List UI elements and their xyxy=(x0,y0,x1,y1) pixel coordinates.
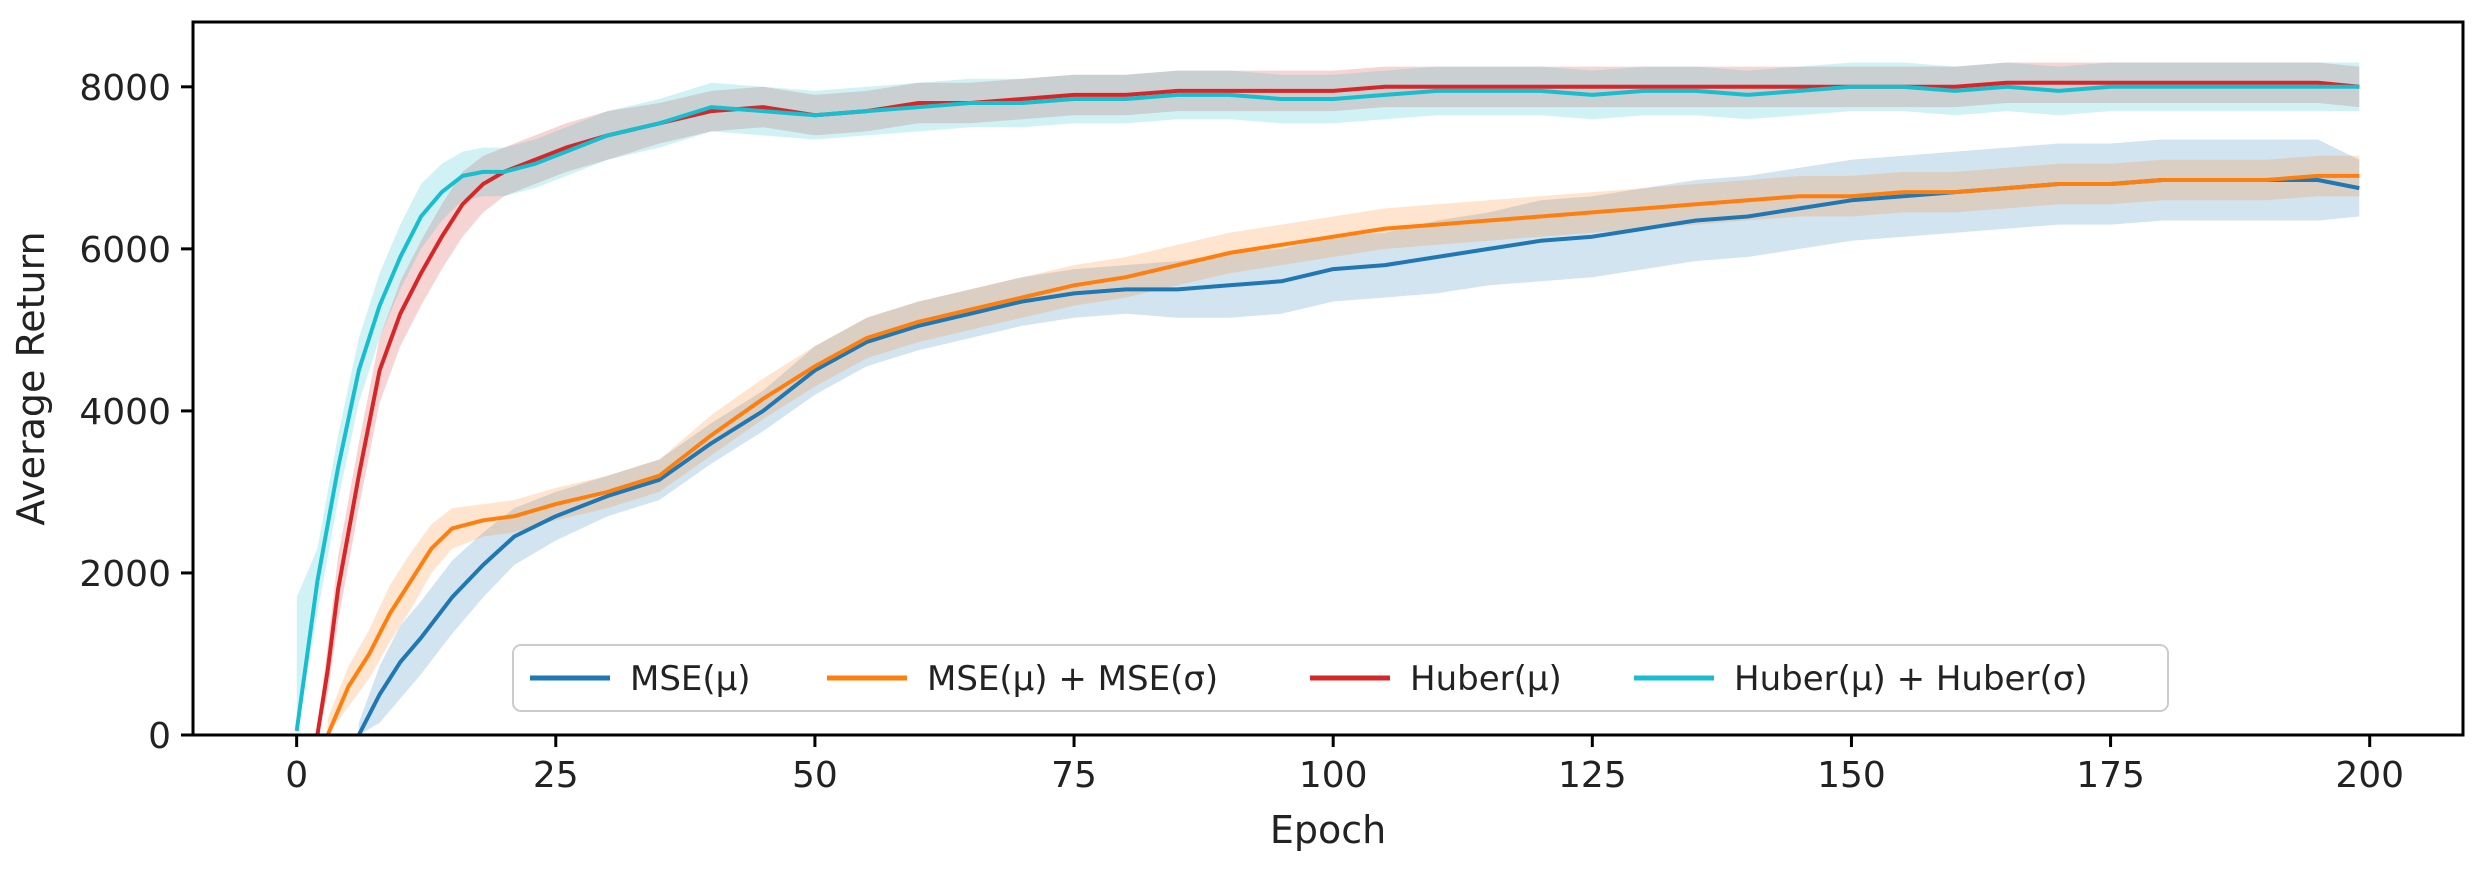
legend: MSE(μ) MSE(μ) + MSE(σ) Huber(μ) Huber(μ) + … xyxy=(512,644,2169,712)
y-axis-label: Average Return xyxy=(9,231,53,525)
x-tick-label: 100 xyxy=(1299,755,1368,796)
y-axis-ticks: 0 2000 4000 6000 8000 xyxy=(79,68,193,757)
legend-label-huber-huber: Huber(μ) + Huber(σ) xyxy=(1734,659,2088,699)
x-tick-label: 125 xyxy=(1558,755,1627,796)
x-tick-label: 200 xyxy=(2335,755,2404,796)
band-mse xyxy=(358,139,2360,735)
y-tick-label: 4000 xyxy=(79,392,171,433)
y-tick-label: 2000 xyxy=(79,554,171,595)
line-huber-huber xyxy=(294,84,2360,732)
legend-label-mse-mse: MSE(μ) + MSE(σ) xyxy=(927,659,1218,699)
x-tick-label: 50 xyxy=(792,755,838,796)
y-tick-label: 0 xyxy=(148,716,171,757)
line-huber xyxy=(315,80,2360,735)
x-tick-label: 150 xyxy=(1817,755,1886,796)
confidence-bands xyxy=(296,62,2360,735)
x-tick-label: 0 xyxy=(285,755,308,796)
y-tick-label: 6000 xyxy=(79,230,171,271)
x-tick-label: 75 xyxy=(1051,755,1097,796)
y-tick-label: 8000 xyxy=(79,68,171,109)
series-lines xyxy=(294,80,2360,735)
x-axis-ticks: 0 25 50 75 100 125 150 175 200 xyxy=(285,735,2404,796)
x-tick-label: 175 xyxy=(2076,755,2145,796)
x-axis-label: Epoch xyxy=(1270,808,1386,852)
plot-frame xyxy=(191,20,2465,737)
legend-label-huber: Huber(μ) xyxy=(1410,659,1562,699)
line-mse-mse xyxy=(325,173,2360,735)
legend-label-mse: MSE(μ) xyxy=(630,659,751,699)
x-tick-label: 25 xyxy=(533,755,579,796)
